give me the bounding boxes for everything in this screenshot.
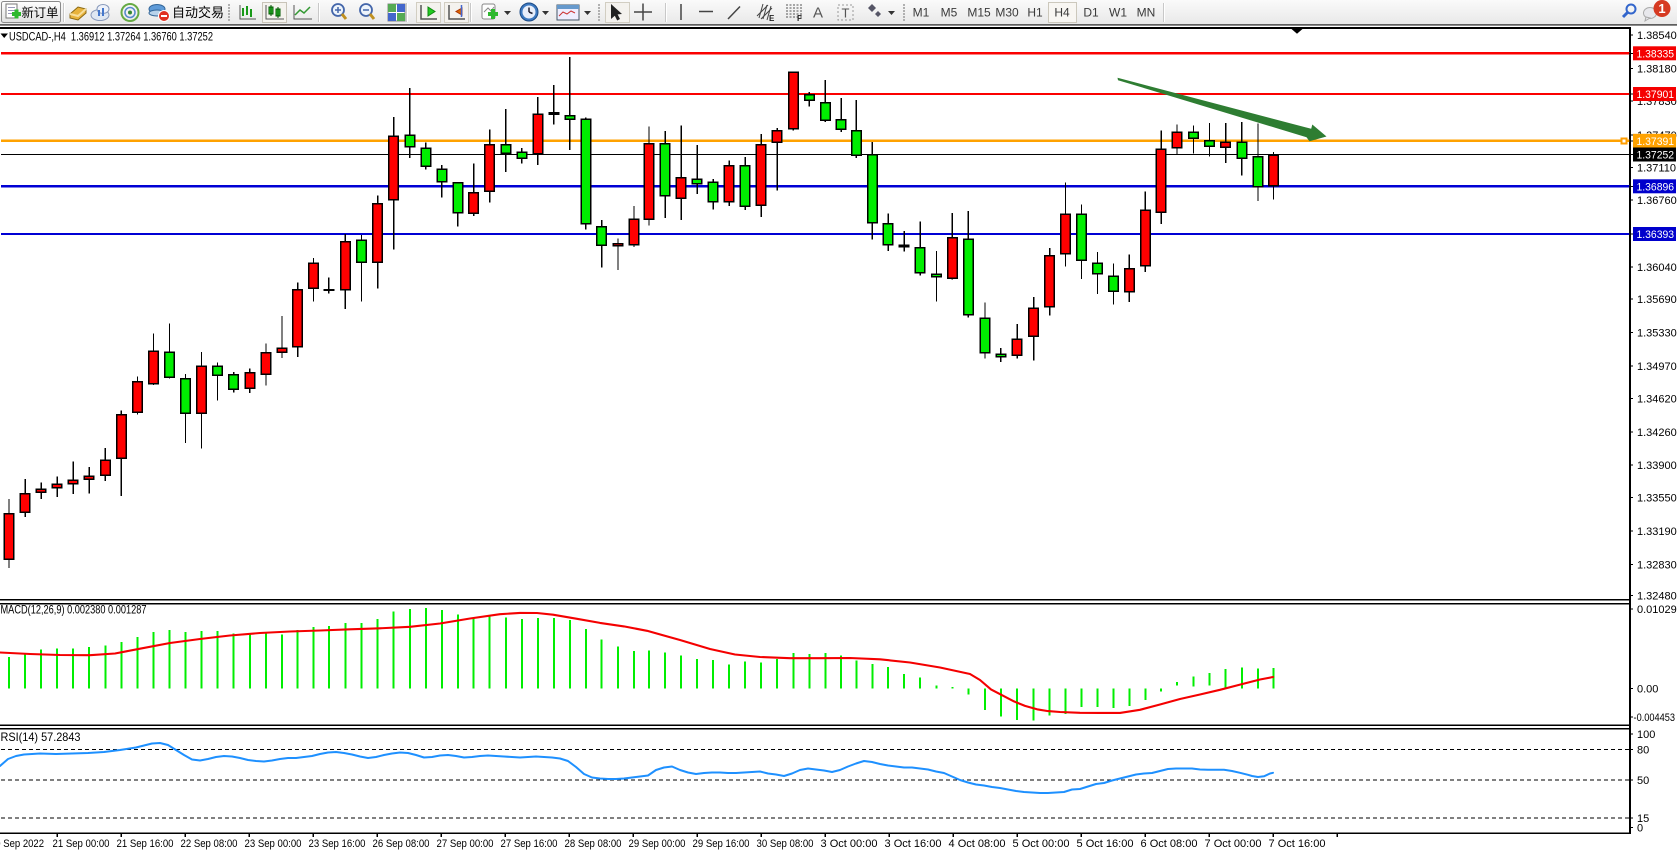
- svg-text:23 Sep 00:00: 23 Sep 00:00: [245, 838, 302, 850]
- svg-text:29 Sep 00:00: 29 Sep 00:00: [629, 838, 686, 850]
- svg-text:27 Sep 16:00: 27 Sep 16:00: [501, 838, 558, 850]
- svg-text:80: 80: [1637, 745, 1649, 757]
- svg-text:-0.004453: -0.004453: [1634, 712, 1676, 724]
- svg-text:20 Sep 2022: 20 Sep 2022: [0, 838, 44, 850]
- svg-text:T: T: [842, 6, 850, 21]
- svg-text:1.34970: 1.34970: [1637, 361, 1677, 373]
- svg-text:5 Oct 16:00: 5 Oct 16:00: [1077, 838, 1134, 850]
- svg-text:1.33190: 1.33190: [1637, 526, 1677, 538]
- svg-text:0.01029: 0.01029: [1637, 604, 1677, 616]
- svg-text:1.37391: 1.37391: [1637, 136, 1675, 148]
- svg-text:1.33900: 1.33900: [1637, 460, 1677, 472]
- svg-text:1: 1: [1658, 1, 1665, 16]
- svg-text:自动交易: 自动交易: [172, 5, 224, 20]
- svg-text:M1: M1: [913, 6, 930, 20]
- svg-text:H4: H4: [1054, 6, 1070, 20]
- svg-text:1.38540: 1.38540: [1637, 30, 1677, 42]
- svg-text:1.38335: 1.38335: [1637, 48, 1675, 60]
- svg-text:3 Oct 00:00: 3 Oct 00:00: [821, 838, 878, 850]
- svg-text:0: 0: [1637, 823, 1643, 835]
- svg-text:E: E: [769, 14, 775, 23]
- svg-text:21 Sep 00:00: 21 Sep 00:00: [53, 838, 110, 850]
- svg-text:7 Oct 16:00: 7 Oct 16:00: [1269, 838, 1326, 850]
- svg-text:1.32830: 1.32830: [1637, 559, 1677, 571]
- svg-text:1.35690: 1.35690: [1637, 294, 1677, 306]
- svg-text:50: 50: [1637, 775, 1649, 787]
- svg-text:M30: M30: [995, 6, 1019, 20]
- svg-text:1.33550: 1.33550: [1637, 493, 1677, 505]
- svg-text:100: 100: [1637, 729, 1655, 741]
- svg-text:1.34260: 1.34260: [1637, 427, 1677, 439]
- svg-text:新订单: 新订单: [22, 5, 59, 20]
- svg-text:22 Sep 08:00: 22 Sep 08:00: [181, 838, 238, 850]
- svg-text:0.00: 0.00: [1637, 684, 1658, 696]
- svg-text:1.36393: 1.36393: [1637, 229, 1675, 241]
- svg-text:29 Sep 16:00: 29 Sep 16:00: [693, 838, 750, 850]
- svg-text:30 Sep 08:00: 30 Sep 08:00: [757, 838, 814, 850]
- svg-text:1.36896: 1.36896: [1637, 181, 1675, 193]
- svg-text:26 Sep 08:00: 26 Sep 08:00: [373, 838, 430, 850]
- svg-text:M5: M5: [941, 6, 958, 20]
- svg-text:1.37252: 1.37252: [1637, 150, 1675, 162]
- svg-text:21 Sep 16:00: 21 Sep 16:00: [117, 838, 174, 850]
- svg-text:F: F: [797, 14, 802, 23]
- svg-text:3 Oct 16:00: 3 Oct 16:00: [885, 838, 942, 850]
- svg-text:1.34620: 1.34620: [1637, 393, 1677, 405]
- svg-text:6 Oct 08:00: 6 Oct 08:00: [1141, 838, 1198, 850]
- svg-text:H1: H1: [1027, 6, 1043, 20]
- svg-text:1.36040: 1.36040: [1637, 262, 1677, 274]
- svg-text:5 Oct 00:00: 5 Oct 00:00: [1013, 838, 1070, 850]
- svg-text:15: 15: [1637, 813, 1649, 825]
- svg-text:D1: D1: [1083, 6, 1099, 20]
- svg-text:7 Oct 00:00: 7 Oct 00:00: [1205, 838, 1262, 850]
- svg-text:1.35330: 1.35330: [1637, 328, 1677, 340]
- svg-text:1.38180: 1.38180: [1637, 63, 1677, 75]
- svg-text:USDCAD-,H4 1.36912 1.37264 1.: USDCAD-,H4 1.36912 1.37264 1.36760 1.372…: [9, 31, 213, 44]
- svg-text:4 Oct 08:00: 4 Oct 08:00: [949, 838, 1006, 850]
- svg-text:M15: M15: [967, 6, 991, 20]
- svg-text:MN: MN: [1137, 6, 1156, 20]
- svg-text:MACD(12,26,9) 0.002380 0.00128: MACD(12,26,9) 0.002380 0.001287: [1, 604, 147, 617]
- svg-text:28 Sep 08:00: 28 Sep 08:00: [565, 838, 622, 850]
- svg-text:23 Sep 16:00: 23 Sep 16:00: [309, 838, 366, 850]
- svg-text:27 Sep 00:00: 27 Sep 00:00: [437, 838, 494, 850]
- svg-text:1.36760: 1.36760: [1637, 195, 1677, 207]
- svg-text:1.32480: 1.32480: [1637, 591, 1677, 603]
- svg-text:RSI(14) 57.2843: RSI(14) 57.2843: [1, 731, 81, 744]
- svg-text:1.37901: 1.37901: [1637, 89, 1675, 101]
- svg-text:W1: W1: [1109, 6, 1127, 20]
- svg-text:1.37110: 1.37110: [1637, 163, 1676, 175]
- svg-text:A: A: [813, 5, 823, 22]
